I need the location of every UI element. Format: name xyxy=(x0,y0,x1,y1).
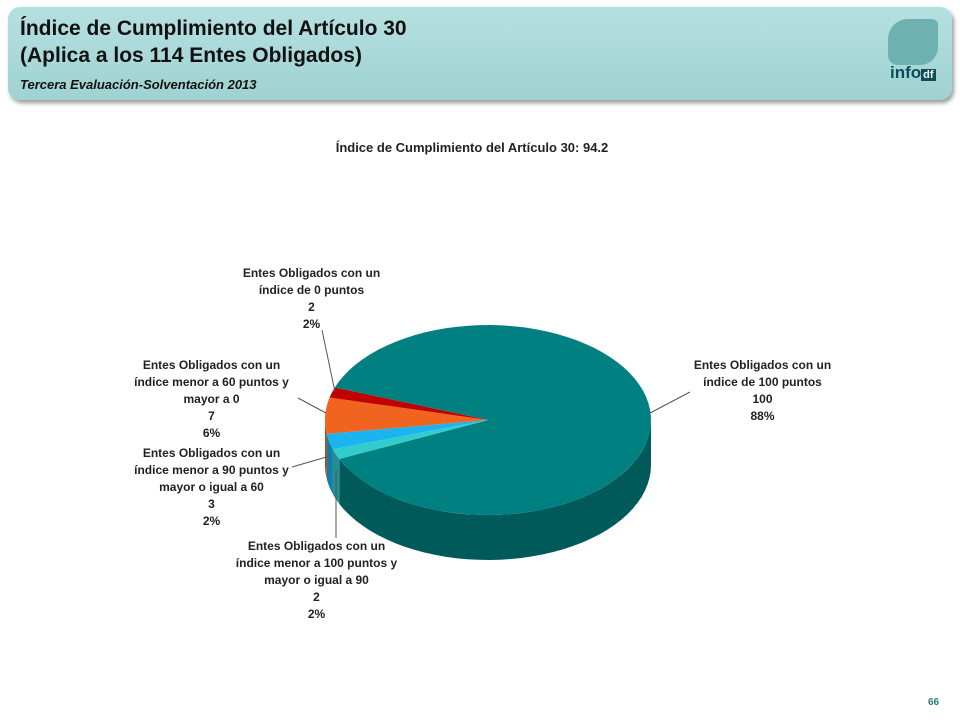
category-label: Entes Obligados con un índice menor a 60… xyxy=(134,358,289,406)
pie-slice xyxy=(325,397,488,434)
logo-text: info xyxy=(890,63,922,82)
category-label: Entes Obligados con un índice de 0 punto… xyxy=(242,266,381,297)
logo-shape xyxy=(888,19,938,65)
data-label: Entes Obligados con un índice menor a 10… xyxy=(229,538,404,623)
pie-slice xyxy=(326,420,488,450)
pie-side xyxy=(339,420,651,560)
pie-slice xyxy=(329,387,488,420)
leader-line xyxy=(291,455,331,468)
value-label: 3 xyxy=(208,497,215,511)
chart-title: Índice de Cumplimiento del Artículo 30: … xyxy=(336,140,609,155)
leader-line xyxy=(297,397,327,414)
subtitle: Tercera Evaluación-Solventación 2013 xyxy=(20,77,257,92)
leader-line xyxy=(649,391,691,414)
percent-label: 2% xyxy=(302,317,321,331)
pie-slice xyxy=(332,420,488,459)
data-label: Entes Obligados con un índice menor a 90… xyxy=(124,445,299,530)
value-label: 2 xyxy=(313,590,320,604)
percent-label: 2% xyxy=(307,607,326,621)
pie-side xyxy=(325,420,327,479)
title: (Aplica a los 114 Entes Obligados) xyxy=(20,44,362,67)
category-label: Entes Obligados con un índice menor a 10… xyxy=(235,539,398,587)
value-label: 7 xyxy=(208,409,215,423)
title: Índice de Cumplimiento del Artículo 30 xyxy=(20,17,407,40)
category-label: Entes Obligados con un índice de 100 pun… xyxy=(693,358,832,389)
value-label: 2 xyxy=(308,300,315,314)
data-label: Entes Obligados con un índice menor a 60… xyxy=(124,357,299,442)
data-label: Entes Obligados con un índice de 0 punto… xyxy=(224,265,399,333)
page-number: 66 xyxy=(928,697,940,708)
category-label: Entes Obligados con un índice menor a 90… xyxy=(134,446,289,494)
data-label: Entes Obligados con un índice de 100 pun… xyxy=(675,357,850,425)
leader-line xyxy=(321,329,336,393)
logo: info df xyxy=(890,63,936,83)
percent-label: 6% xyxy=(202,426,221,440)
percent-label: 2% xyxy=(202,514,221,528)
logo-suffix: df xyxy=(921,69,936,81)
value-label: 100 xyxy=(752,392,773,406)
pie-side xyxy=(326,433,333,495)
header: Índice de Cumplimiento del Artículo 30 (… xyxy=(8,7,952,100)
pie-slice xyxy=(334,325,651,515)
percent-label: 88% xyxy=(750,409,775,423)
